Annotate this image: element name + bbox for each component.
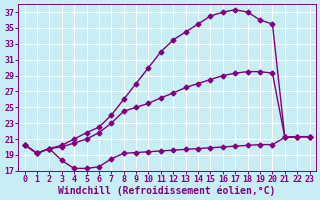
X-axis label: Windchill (Refroidissement éolien,°C): Windchill (Refroidissement éolien,°C): [58, 185, 276, 196]
